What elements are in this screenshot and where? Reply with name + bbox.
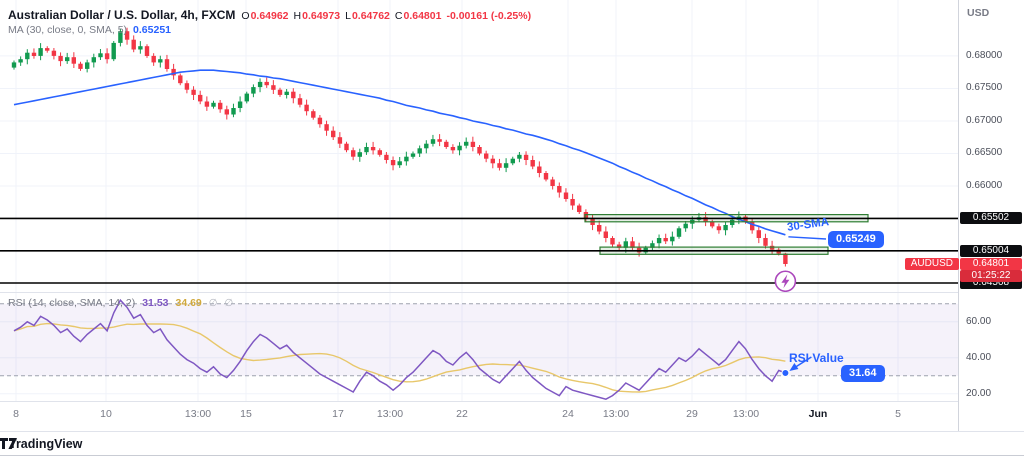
rsi-legend-text: RSI (14, close, SMA, 14, 2) (8, 297, 136, 309)
open-label: O (241, 10, 250, 22)
time-label: 13:00 (184, 408, 212, 420)
price-level-badge: 0.65004 (960, 245, 1022, 257)
ma-legend-text: MA (30, close, 0, SMA, 5) (8, 24, 128, 36)
time-axis-separator (0, 401, 1024, 402)
time-label: 13:00 (602, 408, 630, 420)
bar-countdown-badge: 01:25:22 (960, 270, 1022, 282)
high-label: H (293, 10, 302, 22)
time-label: 13:00 (376, 408, 404, 420)
rsi-tick-label: 20.00 (966, 388, 992, 399)
sma-value-callout[interactable]: 0.65249 (828, 231, 884, 248)
time-label: 5 (895, 408, 901, 420)
bottom-toolbar: TradingView (0, 431, 1024, 456)
close-value: 0.64801 (403, 10, 442, 22)
rsi-legend[interactable]: RSI (14, close, SMA, 14, 2) 31.53 34.69 … (8, 297, 233, 309)
time-label: 15 (240, 408, 252, 420)
ma-legend[interactable]: MA (30, close, 0, SMA, 5) 0.65251 (8, 24, 171, 36)
rsi-chart-canvas[interactable] (0, 293, 958, 401)
rsi-tick-label: 60.00 (966, 316, 992, 327)
symbol-price-flag: AUDUSD (904, 258, 959, 270)
price-tick-label: 0.66000 (966, 180, 1003, 191)
rsi-current-value: 31.53 (142, 297, 169, 309)
time-axis[interactable]: 8 10 13:00 15 17 13:00 22 24 13:00 29 13:00 Jun 5 (0, 402, 958, 430)
time-label: Jun (808, 408, 828, 420)
rsi-ma-current-value: 34.69 (175, 297, 202, 309)
time-label: 22 (456, 408, 468, 420)
time-label: 17 (332, 408, 344, 420)
low-value: 0.64762 (351, 10, 390, 22)
tradingview-logo[interactable]: TradingView (0, 436, 83, 451)
time-label: 13:00 (732, 408, 760, 420)
price-tick-label: 0.68000 (966, 50, 1003, 61)
time-label: 24 (562, 408, 574, 420)
price-axis[interactable]: USD 0.68000 0.67500 0.67000 0.66500 0.66000 6… (958, 0, 1024, 431)
currency-label[interactable]: USD (967, 7, 990, 19)
current-price-badge: 0.64801 (960, 258, 1022, 270)
rsi-annotation-label[interactable]: RSI Value (789, 351, 844, 365)
low-label: L (345, 10, 351, 22)
symbol-title[interactable]: Australian Dollar / U.S. Dollar, 4h, FXC… (8, 8, 236, 22)
ohlc-values: O0.64962 H0.64973 L0.64762 C0.64801 -0.0… (241, 6, 531, 24)
time-label: 8 (13, 408, 19, 420)
rsi-value-callout[interactable]: 31.64 (841, 365, 885, 382)
tradingview-logo-text: TradingView (9, 436, 83, 451)
ma-current-value: 0.65251 (133, 24, 172, 36)
tradingview-logo-icon (0, 438, 17, 449)
panel-separator[interactable] (0, 292, 1024, 293)
open-value: 0.64962 (250, 10, 289, 22)
high-value: 0.64973 (302, 10, 341, 22)
time-label: 10 (100, 408, 112, 420)
price-tick-label: 0.67000 (966, 115, 1003, 126)
close-label: C (394, 10, 403, 22)
price-level-badge: 0.65502 (960, 212, 1022, 224)
price-tick-label: 0.66500 (966, 147, 1003, 158)
time-label: 29 (686, 408, 698, 420)
price-tick-label: 0.67500 (966, 82, 1003, 93)
rsi-tick-label: 40.00 (966, 352, 992, 363)
price-chart-canvas[interactable] (0, 0, 958, 292)
change-value: -0.00161 (-0.25%) (446, 10, 532, 22)
rsi-toggle-icon[interactable]: ∅ (208, 298, 218, 309)
rsi-settings-icon[interactable]: ∅ (224, 298, 234, 309)
symbol-legend[interactable]: Australian Dollar / U.S. Dollar, 4h, FXC… (8, 6, 531, 24)
